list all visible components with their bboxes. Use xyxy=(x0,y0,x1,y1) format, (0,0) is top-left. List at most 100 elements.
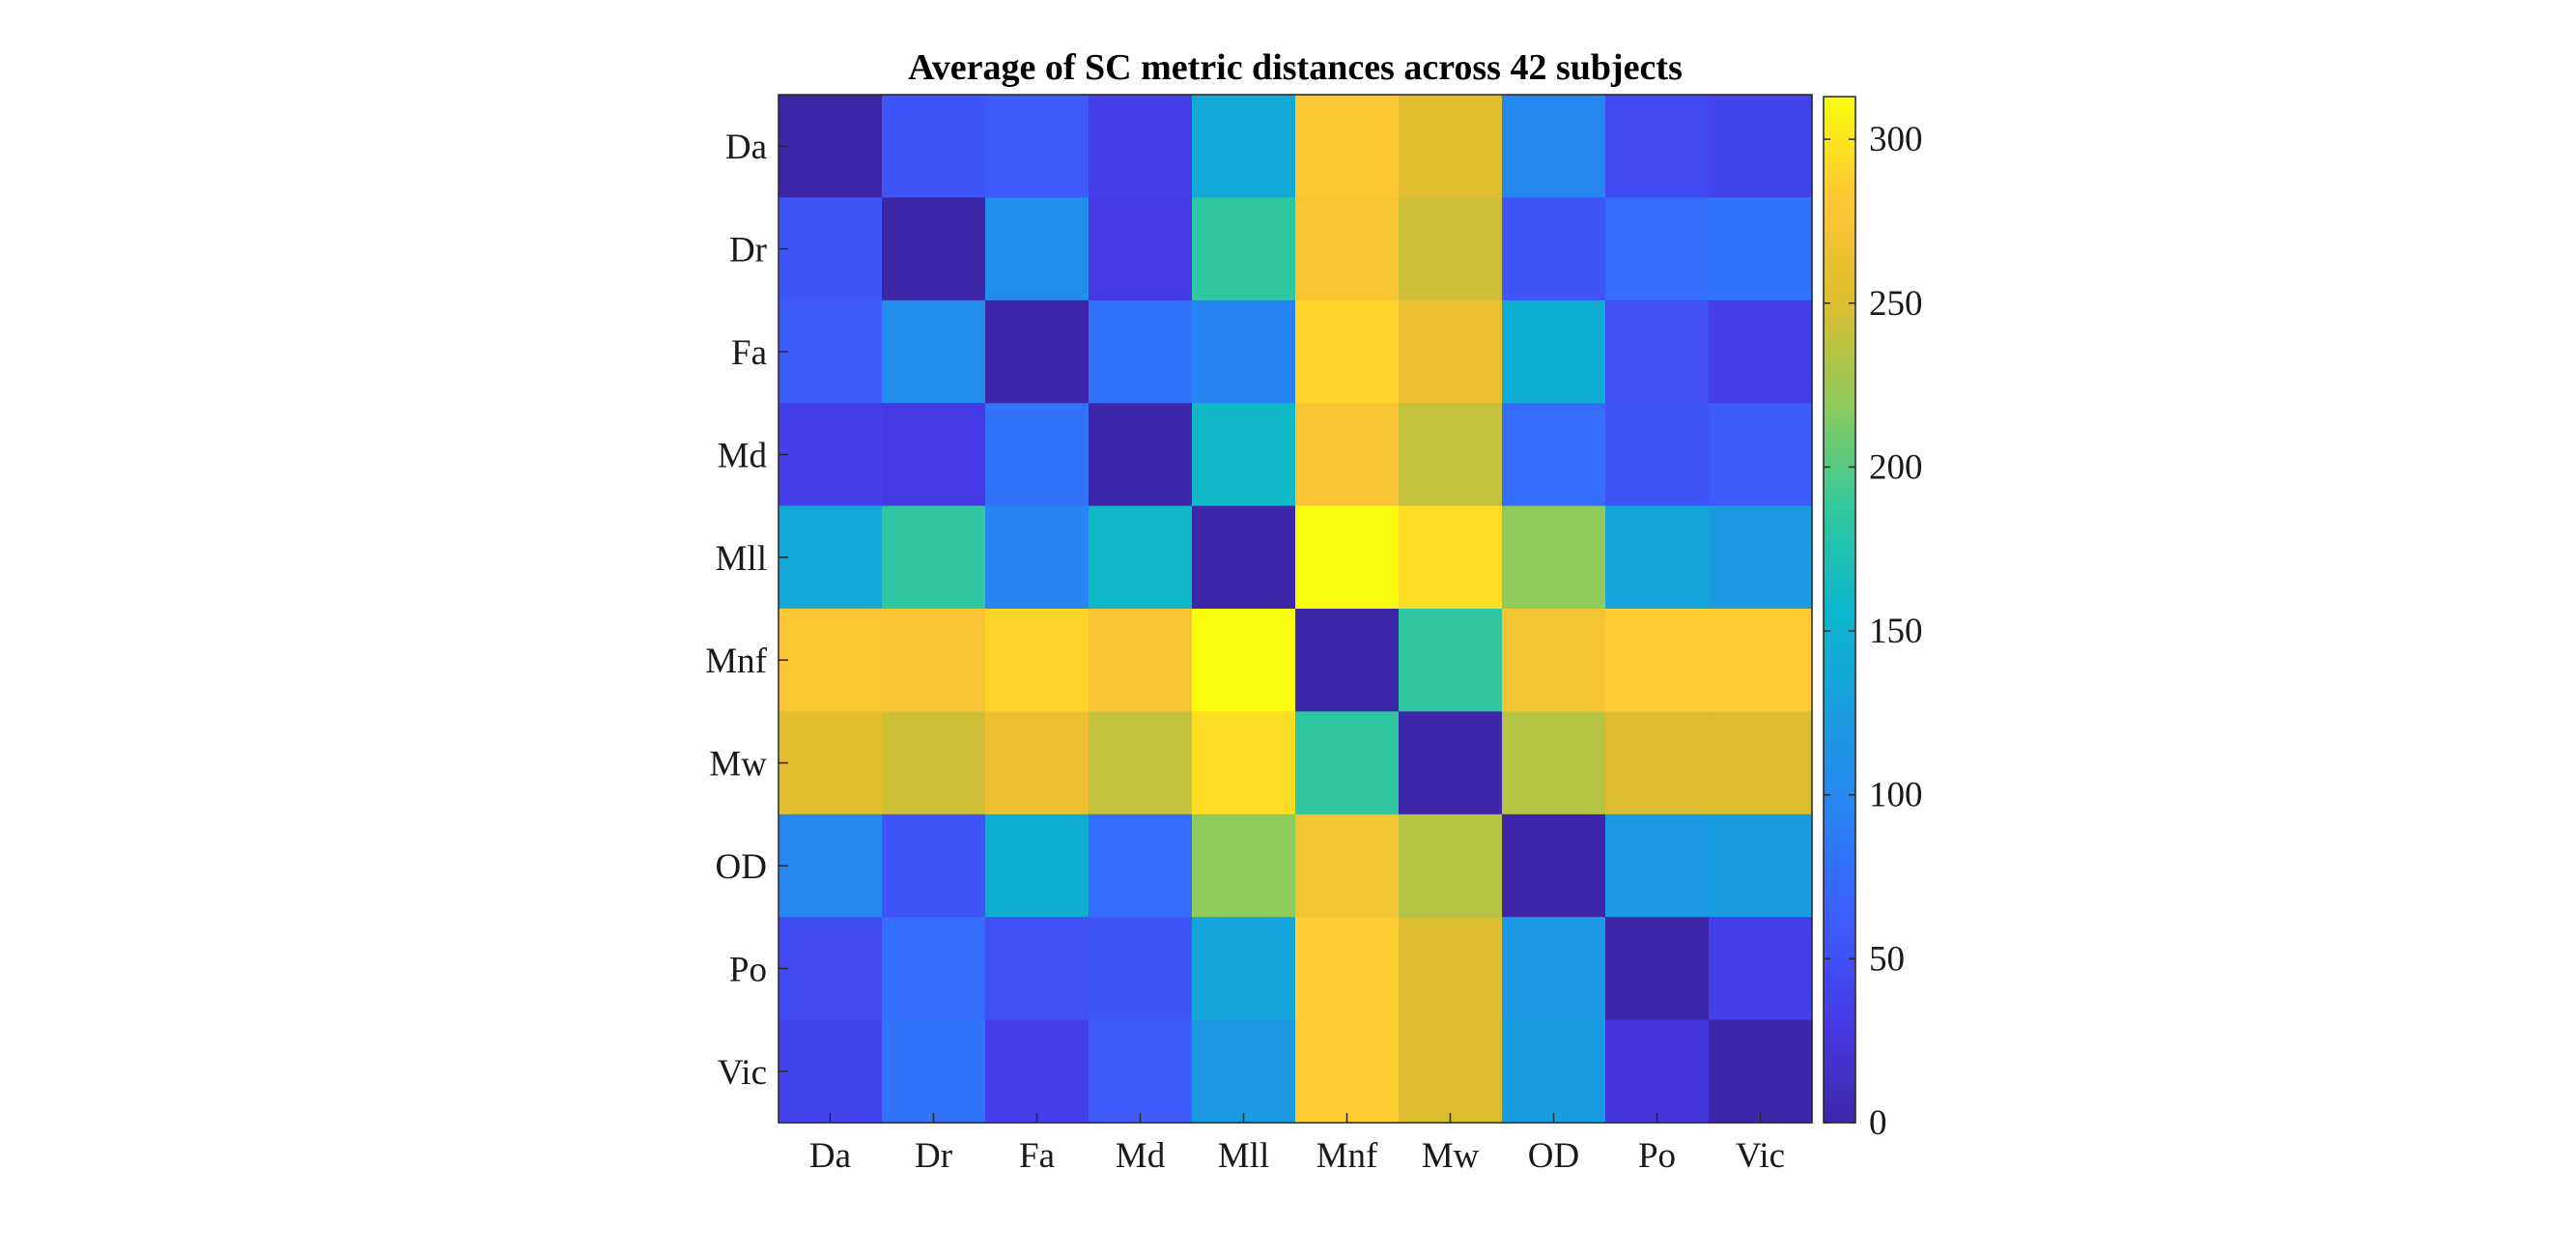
heatmap-cell xyxy=(1089,505,1193,610)
heatmap-cell xyxy=(778,95,883,198)
heatmap-cell xyxy=(778,300,883,404)
heatmap-cell xyxy=(1709,814,1813,918)
heatmap-cell xyxy=(1399,403,1503,507)
heatmap-cell xyxy=(882,609,986,712)
heatmap-cell xyxy=(1709,505,1813,610)
heatmap-cell xyxy=(1399,917,1503,1021)
heatmap-cell xyxy=(1192,300,1296,404)
heatmap-cell xyxy=(1605,814,1710,918)
colorbar-tick-label: 0 xyxy=(1869,1103,1887,1143)
y-tick-label: Po xyxy=(729,950,767,989)
heatmap-cell xyxy=(1295,403,1400,507)
heatmap-cell xyxy=(1605,403,1710,507)
heatmap-cell xyxy=(1709,1019,1813,1124)
heatmap-cell xyxy=(1709,95,1813,198)
heatmap-cell xyxy=(778,814,883,918)
x-tick-label: Dr xyxy=(915,1136,952,1176)
x-tick-label: Da xyxy=(809,1136,851,1176)
heatmap-cell xyxy=(778,711,883,815)
heatmap-cell xyxy=(1502,95,1606,198)
colorbar-tick-label: 50 xyxy=(1869,939,1905,979)
heatmap-cell xyxy=(1709,197,1813,301)
heatmap-cell xyxy=(985,609,1090,712)
y-tick-label: Fa xyxy=(731,333,767,373)
heatmap-cell xyxy=(1605,300,1710,404)
y-tick-label: Mnf xyxy=(705,642,767,681)
heatmap-cell xyxy=(778,917,883,1021)
y-tick-label: Md xyxy=(718,436,768,475)
heatmap-cell xyxy=(1399,300,1503,404)
x-axis: Da Dr Fa Md Mll Mnf Mw OD Po Vic xyxy=(809,1113,1785,1176)
heatmap-cell xyxy=(1192,403,1296,507)
heatmap-cell xyxy=(1192,814,1296,918)
colorbar-ticks: 0 50 100 150 200 250 300 xyxy=(1824,120,1923,1143)
heatmap-cell xyxy=(1295,95,1400,198)
heatmap-cell xyxy=(1709,403,1813,507)
heatmap-cell xyxy=(1192,917,1296,1021)
heatmap-cell xyxy=(1605,609,1710,712)
heatmap-cell xyxy=(1605,95,1710,198)
x-tick-label: Vic xyxy=(1736,1136,1785,1176)
heatmap-cell xyxy=(1605,711,1710,815)
heatmap-cell xyxy=(1089,1019,1193,1124)
heatmap-cell xyxy=(985,1019,1090,1124)
heatmap-cell xyxy=(1295,1019,1400,1124)
heatmap-cell xyxy=(985,300,1090,404)
heatmap-cell xyxy=(1399,1019,1503,1124)
heatmap-cell xyxy=(778,403,883,507)
heatmap-cell xyxy=(882,711,986,815)
heatmap-cell xyxy=(882,1019,986,1124)
y-tick-label: Mll xyxy=(716,539,767,579)
heatmap-cell xyxy=(1192,505,1296,610)
heatmap-cell xyxy=(778,1019,883,1124)
heatmap-cell xyxy=(778,505,883,610)
heatmap-cell xyxy=(1399,711,1503,815)
heatmap-cell xyxy=(985,197,1090,301)
heatmap-cell xyxy=(1192,197,1296,301)
heatmap-cell xyxy=(1709,711,1813,815)
heatmap-cell xyxy=(1502,403,1606,507)
heatmap-cell xyxy=(1089,711,1193,815)
heatmap-cell xyxy=(985,403,1090,507)
heatmap-cell xyxy=(1502,197,1606,301)
heatmap-cell xyxy=(882,403,986,507)
heatmap-cell xyxy=(1502,1019,1606,1124)
heatmap-cell xyxy=(1605,505,1710,610)
heatmap-cell xyxy=(1502,505,1606,610)
heatmap-cell xyxy=(1295,197,1400,301)
colorbar-tick-label: 150 xyxy=(1869,612,1923,651)
heatmap-cell xyxy=(1502,814,1606,918)
heatmap-cells xyxy=(778,95,1813,1124)
heatmap-cell xyxy=(1089,814,1193,918)
colorbar-tick-label: 250 xyxy=(1869,284,1923,324)
x-tick-label: Po xyxy=(1638,1136,1676,1176)
heatmap-cell xyxy=(882,95,986,198)
x-tick-label: Mnf xyxy=(1316,1136,1378,1176)
heatmap-cell xyxy=(1192,711,1296,815)
x-tick-label: Md xyxy=(1116,1136,1166,1176)
heatmap-cell xyxy=(1502,300,1606,404)
heatmap-cell xyxy=(1089,95,1193,198)
heatmap-cell xyxy=(1709,300,1813,404)
heatmap-cell xyxy=(1089,917,1193,1021)
heatmap-cell xyxy=(985,917,1090,1021)
y-tick-label: Da xyxy=(725,128,767,167)
heatmap-cell xyxy=(882,197,986,301)
heatmap-cell xyxy=(1295,711,1400,815)
heatmap-cell xyxy=(1399,95,1503,198)
colorbar-tick-label: 200 xyxy=(1869,447,1923,487)
heatmap-cell xyxy=(778,197,883,301)
heatmap-cell xyxy=(1502,711,1606,815)
plot-border xyxy=(778,94,1813,1124)
heatmap-cell xyxy=(985,95,1090,198)
x-tick-label: OD xyxy=(1528,1136,1579,1176)
heatmap-cell xyxy=(1089,609,1193,712)
heatmap-cell xyxy=(1295,505,1400,610)
colorbar-tick-label: 100 xyxy=(1869,776,1923,815)
heatmap-cell xyxy=(1502,609,1606,712)
heatmap-cell xyxy=(1295,917,1400,1021)
y-tick-label: Mw xyxy=(709,745,767,785)
heatmap-cell xyxy=(1709,609,1813,712)
heatmap-cell xyxy=(882,917,986,1021)
